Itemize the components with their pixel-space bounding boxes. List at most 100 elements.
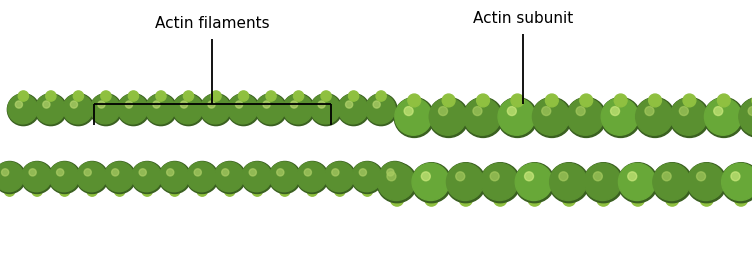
Ellipse shape: [447, 163, 484, 200]
Ellipse shape: [614, 94, 627, 107]
Ellipse shape: [104, 162, 135, 193]
Ellipse shape: [214, 162, 244, 192]
Ellipse shape: [256, 94, 285, 124]
Ellipse shape: [456, 172, 465, 181]
Ellipse shape: [566, 97, 606, 138]
Ellipse shape: [666, 193, 678, 206]
Ellipse shape: [43, 101, 50, 108]
Ellipse shape: [429, 97, 468, 138]
Ellipse shape: [32, 186, 42, 196]
Ellipse shape: [348, 91, 359, 101]
Ellipse shape: [63, 94, 92, 124]
Ellipse shape: [705, 98, 741, 135]
Ellipse shape: [490, 172, 499, 181]
Ellipse shape: [266, 91, 276, 101]
Ellipse shape: [255, 94, 287, 126]
Ellipse shape: [365, 94, 396, 124]
Ellipse shape: [159, 162, 191, 193]
Ellipse shape: [49, 162, 79, 192]
Ellipse shape: [545, 94, 558, 107]
Ellipse shape: [721, 163, 752, 203]
Ellipse shape: [296, 162, 329, 193]
Ellipse shape: [172, 94, 205, 126]
Ellipse shape: [394, 97, 434, 138]
Ellipse shape: [15, 101, 23, 108]
Ellipse shape: [408, 94, 420, 107]
Ellipse shape: [376, 91, 387, 101]
Ellipse shape: [241, 162, 271, 192]
Ellipse shape: [338, 94, 369, 126]
Ellipse shape: [84, 169, 91, 176]
Ellipse shape: [29, 169, 36, 176]
Ellipse shape: [197, 186, 208, 196]
Ellipse shape: [481, 163, 518, 200]
Ellipse shape: [269, 162, 299, 192]
Ellipse shape: [562, 193, 575, 206]
Ellipse shape: [377, 163, 417, 203]
Ellipse shape: [2, 169, 9, 176]
Ellipse shape: [687, 163, 726, 203]
Ellipse shape: [222, 169, 229, 176]
Ellipse shape: [59, 186, 70, 196]
Ellipse shape: [735, 193, 747, 206]
Ellipse shape: [731, 172, 740, 181]
Ellipse shape: [378, 163, 415, 200]
Ellipse shape: [683, 94, 696, 107]
Ellipse shape: [387, 172, 396, 181]
Ellipse shape: [352, 162, 381, 192]
Ellipse shape: [290, 101, 298, 108]
Ellipse shape: [0, 162, 26, 193]
Ellipse shape: [305, 169, 311, 176]
Ellipse shape: [268, 162, 301, 193]
Ellipse shape: [8, 94, 39, 126]
Ellipse shape: [238, 91, 249, 101]
Ellipse shape: [263, 101, 270, 108]
Ellipse shape: [635, 98, 673, 135]
Ellipse shape: [131, 162, 163, 193]
Ellipse shape: [679, 106, 688, 116]
Ellipse shape: [87, 186, 97, 196]
Ellipse shape: [142, 186, 153, 196]
Ellipse shape: [56, 169, 64, 176]
Ellipse shape: [395, 98, 432, 135]
Ellipse shape: [511, 94, 524, 107]
Ellipse shape: [528, 193, 541, 206]
Ellipse shape: [277, 169, 284, 176]
Ellipse shape: [21, 162, 53, 193]
Ellipse shape: [170, 186, 180, 196]
Ellipse shape: [602, 98, 638, 135]
Ellipse shape: [90, 94, 122, 126]
Ellipse shape: [550, 163, 587, 200]
Ellipse shape: [498, 98, 535, 135]
Ellipse shape: [71, 101, 77, 108]
Ellipse shape: [559, 172, 568, 181]
Ellipse shape: [8, 94, 38, 124]
Ellipse shape: [663, 172, 671, 181]
Ellipse shape: [22, 162, 51, 192]
Ellipse shape: [390, 193, 403, 206]
Ellipse shape: [481, 163, 520, 203]
Ellipse shape: [532, 97, 572, 138]
Ellipse shape: [35, 94, 65, 124]
Ellipse shape: [332, 169, 339, 176]
Ellipse shape: [653, 163, 690, 200]
Ellipse shape: [117, 94, 150, 126]
Ellipse shape: [584, 163, 623, 203]
Ellipse shape: [201, 94, 230, 124]
Ellipse shape: [359, 169, 366, 176]
Ellipse shape: [669, 97, 709, 138]
Ellipse shape: [739, 98, 752, 135]
Ellipse shape: [235, 101, 243, 108]
Ellipse shape: [186, 162, 217, 192]
Ellipse shape: [62, 94, 95, 126]
Ellipse shape: [670, 98, 707, 135]
Ellipse shape: [173, 94, 203, 124]
Ellipse shape: [338, 94, 368, 124]
Ellipse shape: [404, 106, 413, 116]
Ellipse shape: [549, 163, 589, 203]
Ellipse shape: [101, 91, 111, 101]
Ellipse shape: [318, 101, 325, 108]
Ellipse shape: [180, 101, 187, 108]
Ellipse shape: [748, 106, 752, 116]
Ellipse shape: [525, 172, 533, 181]
